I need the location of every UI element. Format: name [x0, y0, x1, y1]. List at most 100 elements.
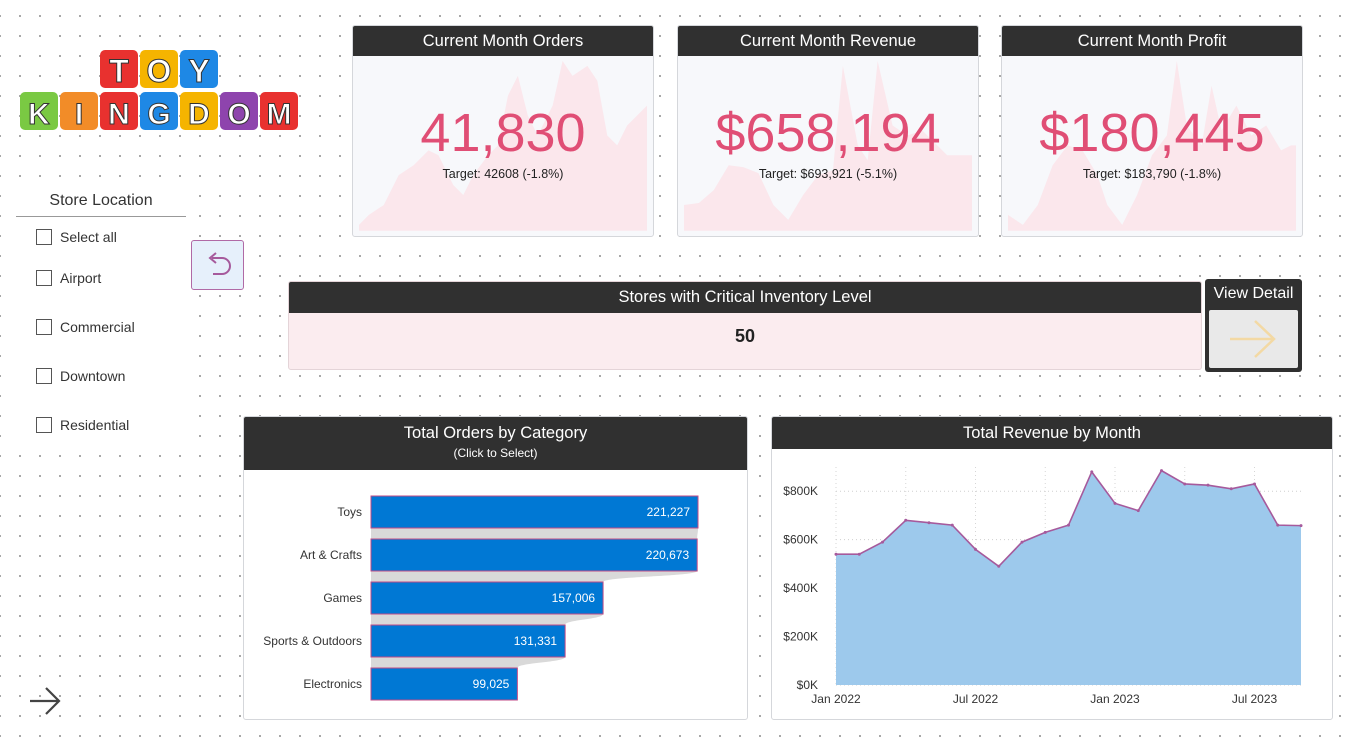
- logo-letter: I: [75, 98, 83, 131]
- slicer-item-residential[interactable]: Residential: [16, 400, 156, 449]
- data-point[interactable]: [1043, 530, 1047, 534]
- checkbox[interactable]: [36, 229, 52, 245]
- x-tick-label: Jan 2022: [811, 692, 861, 706]
- data-point[interactable]: [1206, 483, 1210, 487]
- critical-inventory-card: Stores with Critical Inventory Level 50: [288, 281, 1202, 370]
- data-point[interactable]: [1136, 509, 1140, 513]
- data-point[interactable]: [904, 518, 908, 522]
- kpi-value: 41,830: [420, 103, 586, 163]
- reset-filters-button[interactable]: [191, 240, 244, 290]
- slicer-title: Store Location: [16, 192, 186, 217]
- logo-letter: K: [28, 98, 50, 131]
- chart-subtitle: (Click to Select): [453, 446, 538, 460]
- data-point[interactable]: [1067, 523, 1070, 527]
- checkbox[interactable]: [36, 367, 52, 384]
- x-tick-label: Jan 2023: [1090, 692, 1140, 706]
- category-label: Electronics: [303, 677, 362, 691]
- y-tick-label: $200K: [783, 630, 818, 644]
- data-label: 131,331: [514, 634, 558, 648]
- revenue-by-month-chart: Total Revenue by Month $0K $200K $400K $600…: [771, 416, 1333, 720]
- category-label: Art & Crafts: [300, 548, 362, 562]
- sparkline-background: [684, 60, 972, 231]
- checkbox[interactable]: [36, 416, 52, 433]
- slicer-item-label: Airport: [60, 269, 102, 286]
- bar[interactable]: [370, 581, 604, 615]
- data-point[interactable]: [1276, 523, 1280, 527]
- logo-block: [180, 92, 218, 130]
- data-point[interactable]: [857, 552, 861, 556]
- bar[interactable]: [370, 538, 698, 572]
- logo-block: [20, 92, 58, 130]
- chart-title: Total Revenue by Month: [772, 417, 1332, 449]
- kpi-value: $658,194: [715, 103, 941, 163]
- bar-connector: [371, 528, 698, 539]
- bar-connector: [371, 657, 566, 668]
- logo-letter: G: [147, 98, 170, 131]
- logo-block: [60, 92, 98, 130]
- data-point[interactable]: [1253, 482, 1256, 486]
- slicer-item-downtown[interactable]: Downtown: [16, 351, 156, 400]
- kpi-title: Current Month Profit: [1002, 26, 1302, 56]
- bar[interactable]: [370, 495, 699, 529]
- data-label: 99,025: [473, 677, 510, 691]
- kpi-target: Target: $183,790 (-1.8%): [1082, 167, 1222, 181]
- slicer-item-commercial[interactable]: Commercial: [16, 302, 156, 351]
- data-point[interactable]: [834, 552, 838, 556]
- data-label: 220,673: [646, 548, 690, 562]
- y-tick-label: $0K: [797, 678, 818, 692]
- y-tick-label: $400K: [783, 581, 818, 595]
- data-point[interactable]: [950, 523, 954, 527]
- bar[interactable]: [370, 667, 518, 701]
- undo-arrow-icon: [207, 252, 231, 275]
- critical-inventory-value: 50: [734, 326, 756, 346]
- y-tick-label: $800K: [783, 484, 818, 498]
- data-label: 157,006: [552, 591, 596, 605]
- bar[interactable]: [370, 624, 566, 658]
- checkbox[interactable]: [36, 318, 52, 335]
- data-point[interactable]: [1090, 470, 1094, 474]
- data-point[interactable]: [927, 521, 931, 525]
- bar-chart-svg: Toys 221,227 Art & Crafts 220,673 Games 157,0…: [263, 495, 699, 701]
- kpi-title: Current Month Revenue: [678, 26, 978, 56]
- logo-letter: N: [108, 98, 130, 131]
- kpi-card-orders[interactable]: Current Month Orders 41,830 Target: 4260…: [352, 25, 654, 237]
- chart-title: Total Orders by Category: [403, 424, 588, 442]
- data-label: 221,227: [647, 505, 691, 519]
- arrow-right-icon: [30, 687, 61, 715]
- critical-inventory-title: Stores with Critical Inventory Level: [289, 282, 1201, 313]
- kpi-target: Target: 42608 (-1.8%): [442, 167, 564, 181]
- logo-letter: O: [227, 98, 250, 131]
- kpi-target: Target: $693,921 (-5.1%): [758, 167, 898, 181]
- slicer-item-label: Select all: [60, 229, 117, 245]
- slicer-item-airport[interactable]: Airport: [16, 253, 156, 302]
- data-point[interactable]: [997, 564, 1001, 568]
- logo-letter: O: [147, 53, 172, 89]
- kpi-card-revenue[interactable]: Current Month Revenue $658,194 Target: $…: [677, 25, 979, 237]
- next-page-button[interactable]: [27, 684, 63, 718]
- data-point[interactable]: [1299, 524, 1303, 528]
- slicer-item-select-all[interactable]: Select all: [16, 221, 156, 253]
- data-point[interactable]: [1229, 487, 1233, 491]
- logo-block: [260, 92, 298, 130]
- data-point[interactable]: [1113, 501, 1117, 505]
- bar-connector: [371, 614, 604, 625]
- view-detail-button[interactable]: [1209, 310, 1298, 368]
- area-chart-svg: $0K $200K $400K $600K $800K Jan 2022 Jul 2022 J…: [783, 467, 1303, 706]
- kpi-value: $180,445: [1039, 103, 1265, 163]
- x-tick-label: Jul 2022: [953, 692, 999, 706]
- sparkline-background: [1008, 60, 1296, 231]
- logo-block: [100, 92, 138, 130]
- logo-block: [220, 92, 258, 130]
- data-point[interactable]: [1160, 469, 1163, 473]
- checkbox[interactable]: [36, 269, 52, 286]
- kpi-title: Current Month Orders: [353, 26, 653, 56]
- slicer-item-label: Downtown: [60, 367, 126, 384]
- data-point[interactable]: [974, 547, 977, 551]
- category-label: Sports & Outdoors: [263, 634, 362, 648]
- data-point[interactable]: [881, 540, 884, 544]
- data-point[interactable]: [1020, 540, 1024, 544]
- arrow-right-icon: [1229, 320, 1276, 358]
- data-point[interactable]: [1183, 482, 1187, 486]
- kpi-card-profit[interactable]: Current Month Profit $180,445 Target: $1…: [1001, 25, 1303, 237]
